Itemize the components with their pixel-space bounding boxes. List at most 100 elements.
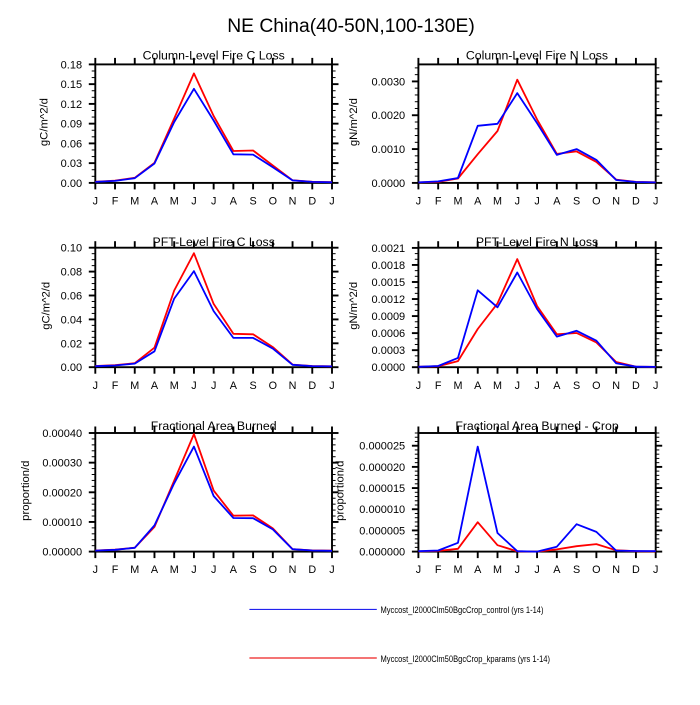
svg-text:J: J — [515, 380, 520, 392]
svg-text:J: J — [416, 564, 421, 576]
svg-text:proportion/d: proportion/d — [20, 461, 32, 521]
svg-text:0.0000: 0.0000 — [372, 178, 406, 190]
svg-text:J: J — [653, 196, 658, 208]
svg-text:J: J — [515, 564, 520, 576]
svg-text:A: A — [230, 196, 238, 208]
svg-text:0.18: 0.18 — [61, 59, 82, 71]
svg-text:N: N — [612, 564, 620, 576]
svg-text:J: J — [329, 196, 334, 208]
svg-text:0.02: 0.02 — [61, 338, 82, 350]
svg-text:Column-Level Fire N Loss: Column-Level Fire N Loss — [466, 49, 608, 63]
svg-text:NE China(40-50N,100-130E): NE China(40-50N,100-130E) — [227, 16, 475, 37]
svg-text:N: N — [289, 196, 297, 208]
svg-text:0.00030: 0.00030 — [42, 458, 82, 470]
svg-text:M: M — [170, 380, 179, 392]
svg-text:J: J — [534, 564, 539, 576]
svg-text:0.12: 0.12 — [61, 99, 82, 111]
svg-text:O: O — [269, 196, 277, 208]
svg-text:D: D — [632, 380, 640, 392]
svg-text:J: J — [534, 380, 539, 392]
svg-text:N: N — [612, 196, 620, 208]
svg-text:Fractional Area Burned: Fractional Area Burned — [151, 419, 277, 433]
svg-text:A: A — [474, 380, 482, 392]
svg-text:0.00020: 0.00020 — [42, 487, 82, 499]
svg-text:M: M — [130, 564, 139, 576]
svg-text:0.000015: 0.000015 — [359, 483, 405, 495]
svg-text:0.0010: 0.0010 — [372, 144, 406, 156]
svg-text:0.10: 0.10 — [61, 243, 82, 255]
svg-text:A: A — [151, 196, 159, 208]
svg-text:gC/m^2/d: gC/m^2/d — [40, 282, 52, 330]
svg-text:J: J — [534, 196, 539, 208]
svg-text:0.06: 0.06 — [61, 290, 82, 302]
svg-text:0.0018: 0.0018 — [372, 260, 406, 272]
svg-text:0.00: 0.00 — [61, 178, 82, 190]
svg-text:J: J — [329, 564, 334, 576]
svg-text:PFT-Level Fire C Loss: PFT-Level Fire C Loss — [153, 235, 275, 249]
svg-text:0.0003: 0.0003 — [372, 345, 406, 357]
svg-text:proportion/d: proportion/d — [334, 461, 346, 521]
svg-text:M: M — [170, 196, 179, 208]
svg-text:0.00040: 0.00040 — [42, 428, 82, 440]
svg-text:J: J — [211, 196, 216, 208]
svg-text:0.03: 0.03 — [61, 158, 82, 170]
svg-text:0.000000: 0.000000 — [359, 547, 405, 559]
svg-text:0.000005: 0.000005 — [359, 525, 405, 537]
svg-text:0.15: 0.15 — [61, 79, 82, 91]
svg-text:0.0030: 0.0030 — [372, 76, 406, 88]
svg-text:S: S — [249, 380, 256, 392]
svg-text:F: F — [112, 564, 119, 576]
svg-text:N: N — [289, 564, 297, 576]
svg-text:O: O — [592, 564, 600, 576]
svg-text:M: M — [453, 196, 462, 208]
svg-text:A: A — [230, 380, 238, 392]
svg-text:D: D — [308, 196, 316, 208]
svg-text:J: J — [211, 564, 216, 576]
svg-text:A: A — [230, 564, 238, 576]
svg-text:PFT-Level Fire N Loss: PFT-Level Fire N Loss — [476, 235, 598, 249]
svg-text:A: A — [474, 564, 482, 576]
svg-text:A: A — [553, 564, 561, 576]
svg-text:0.04: 0.04 — [61, 314, 82, 326]
svg-text:0.0000: 0.0000 — [372, 362, 406, 374]
svg-text:J: J — [515, 196, 520, 208]
svg-text:J: J — [653, 564, 658, 576]
svg-text:M: M — [493, 196, 502, 208]
svg-text:0.0012: 0.0012 — [372, 294, 406, 306]
svg-text:A: A — [151, 564, 159, 576]
svg-text:F: F — [112, 380, 119, 392]
svg-text:0.000020: 0.000020 — [359, 462, 405, 474]
svg-text:M: M — [493, 380, 502, 392]
svg-text:J: J — [211, 380, 216, 392]
svg-text:D: D — [632, 196, 640, 208]
svg-text:N: N — [612, 380, 620, 392]
svg-text:J: J — [416, 380, 421, 392]
svg-text:J: J — [191, 564, 196, 576]
svg-text:D: D — [308, 564, 316, 576]
svg-text:F: F — [112, 196, 119, 208]
svg-text:D: D — [632, 564, 640, 576]
svg-text:Myccost_I2000Clm50BgcCrop_kpar: Myccost_I2000Clm50BgcCrop_kparams (yrs 1… — [381, 654, 551, 664]
svg-text:S: S — [573, 380, 580, 392]
svg-text:M: M — [130, 196, 139, 208]
svg-text:M: M — [493, 564, 502, 576]
svg-text:N: N — [289, 380, 297, 392]
svg-text:J: J — [191, 380, 196, 392]
svg-text:0.09: 0.09 — [61, 119, 82, 131]
svg-text:M: M — [170, 564, 179, 576]
svg-text:J: J — [93, 564, 98, 576]
svg-text:O: O — [592, 380, 600, 392]
svg-text:0.0020: 0.0020 — [372, 110, 406, 122]
svg-text:O: O — [269, 380, 277, 392]
svg-text:J: J — [191, 196, 196, 208]
svg-text:Fractional Area Burned - Crop: Fractional Area Burned - Crop — [455, 419, 619, 433]
svg-text:0.0021: 0.0021 — [372, 243, 406, 255]
svg-text:A: A — [474, 196, 482, 208]
svg-text:0.00000: 0.00000 — [42, 547, 82, 559]
svg-text:J: J — [93, 196, 98, 208]
svg-text:A: A — [553, 196, 561, 208]
svg-text:O: O — [592, 196, 600, 208]
svg-text:A: A — [553, 380, 561, 392]
svg-text:gN/m^2/d: gN/m^2/d — [348, 282, 360, 330]
svg-text:0.0009: 0.0009 — [372, 311, 406, 323]
